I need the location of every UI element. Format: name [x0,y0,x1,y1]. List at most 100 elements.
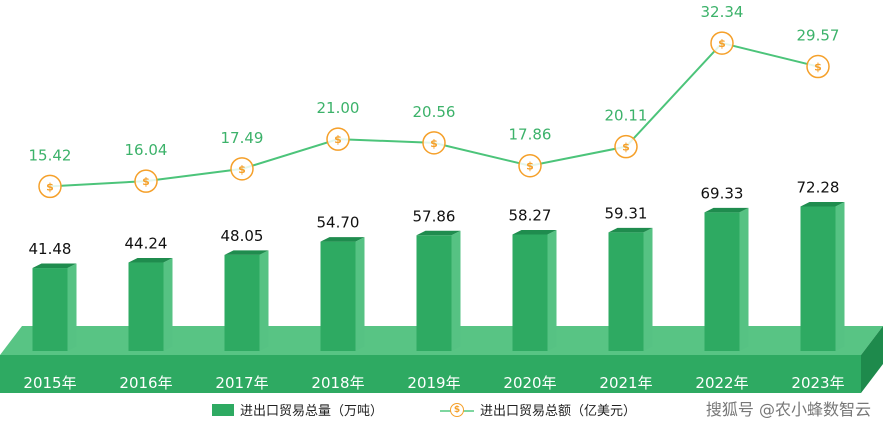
bar-value-label: 48.05 [221,227,264,245]
bar [32,263,77,351]
dollar-coin-icon: $ [710,31,734,55]
dollar-coin-icon: $ [134,169,158,193]
bar [128,258,173,351]
bar [608,227,653,351]
bar-side [547,229,557,351]
bar-top [704,207,749,213]
legend-label-value: 进出口贸易总额（亿美元） [480,404,637,419]
bar-value-label: 41.48 [29,240,72,258]
chart-legend: 进出口贸易总量（万吨） $ 进出口贸易总额（亿美元） [0,396,883,420]
line-value-label: 17.49 [221,129,264,147]
bar-top [800,201,845,207]
bar-series [32,201,845,351]
line-point [134,169,158,193]
bar-side [67,263,77,351]
dollar-coin-icon: $ [614,134,638,159]
coin-symbol: $ [46,180,54,193]
bar-side [355,237,365,351]
dollar-coin-icon: $ [450,402,464,417]
coin-symbol: $ [238,163,246,176]
coin-symbol: $ [814,61,822,74]
platform-front [0,355,861,393]
line-value-label: 20.11 [605,107,648,125]
bar [320,237,365,351]
bar-front [224,254,260,351]
bar-side [835,201,845,351]
bar-front [32,268,68,351]
dollar-coin-icon: $ [326,127,350,151]
x-tick-label: 2022年 [695,374,748,392]
coin-symbol: $ [334,133,342,146]
floor-platform [0,326,883,393]
line-value-label: 17.86 [509,126,552,144]
bar-top [512,229,557,235]
legend-bar-swatch [212,403,234,416]
bar [800,201,845,351]
coin-symbol: $ [718,37,726,50]
x-tick-label: 2020年 [503,374,556,392]
bar-front [320,241,356,351]
line-point [710,31,734,55]
dollar-coin-icon: $ [422,131,446,155]
line-point [806,54,830,79]
bar-value-label: 59.31 [605,204,648,222]
legend-label-volume: 进出口贸易总量（万吨） [240,404,384,419]
dollar-coin-icon: $ [230,157,254,181]
legend-item-value: $ 进出口贸易总额（亿美元） [440,400,636,419]
line-value-label: 29.57 [797,27,840,45]
line-point [326,127,350,151]
bar-value-labels: 41.48 44.24 48.05 54.70 57.86 58.27 59.31 69.33… [29,178,840,258]
bar-top [32,263,77,269]
line-value-label: 32.34 [701,3,744,21]
chart-canvas: 41.48 44.24 48.05 54.70 57.86 58.27 59.31 69.33… [0,3,883,393]
bar [224,250,269,351]
bar-front [512,234,548,351]
coin-symbol: $ [142,175,150,188]
line-point [614,134,638,159]
line-point [230,157,254,181]
bar-value-label: 69.33 [701,184,744,202]
line-point [518,153,542,178]
legend-item-volume: 进出口贸易总量（万吨） [212,400,383,419]
x-tick-label: 2023年 [791,374,844,392]
bar [416,230,461,351]
line-value-label: 16.04 [125,141,168,159]
legend-line-swatch: $ [440,402,474,417]
coin-symbol: $ [526,160,534,173]
x-tick-label: 2018年 [311,374,364,392]
dollar-coin-icon: $ [806,54,830,79]
line-value-labels: 15.42 16.04 17.49 21.00 20.56 17.86 20.11 32.34… [29,3,840,164]
bar-front [704,212,740,351]
dollar-coin-icon: $ [38,174,62,199]
bar-value-label: 57.86 [413,207,456,225]
bar-value-label: 54.70 [317,214,360,232]
bar-side [739,207,749,351]
bar-side [259,250,269,351]
bar-side [451,230,461,351]
bar [512,229,557,351]
bar [704,207,749,351]
platform-side [861,326,883,393]
bar-value-label: 44.24 [125,235,168,253]
bar-value-label: 58.27 [509,206,552,224]
watermark: 搜狐号 @农小蜂数智云 [705,400,871,419]
x-tick-label: 2019年 [407,374,460,392]
coin-symbol: $ [430,137,438,150]
bar-top [224,250,269,255]
line-value-label: 15.42 [29,146,72,164]
bar-value-label: 72.28 [797,178,840,196]
bar-top [320,237,365,242]
x-tick-label: 2016年 [119,374,172,392]
bar-top [128,258,173,263]
x-tick-label: 2021年 [599,374,652,392]
bar-side [163,258,173,351]
bar-front [800,206,836,351]
bar-front [416,235,452,351]
bar-top [416,230,461,236]
line-value-label: 21.00 [317,99,360,117]
bar-front [608,232,644,351]
bar-top [608,227,653,233]
line-value-label: 20.56 [413,103,456,121]
x-tick-label: 2017年 [215,374,268,392]
bar-side [643,227,653,351]
